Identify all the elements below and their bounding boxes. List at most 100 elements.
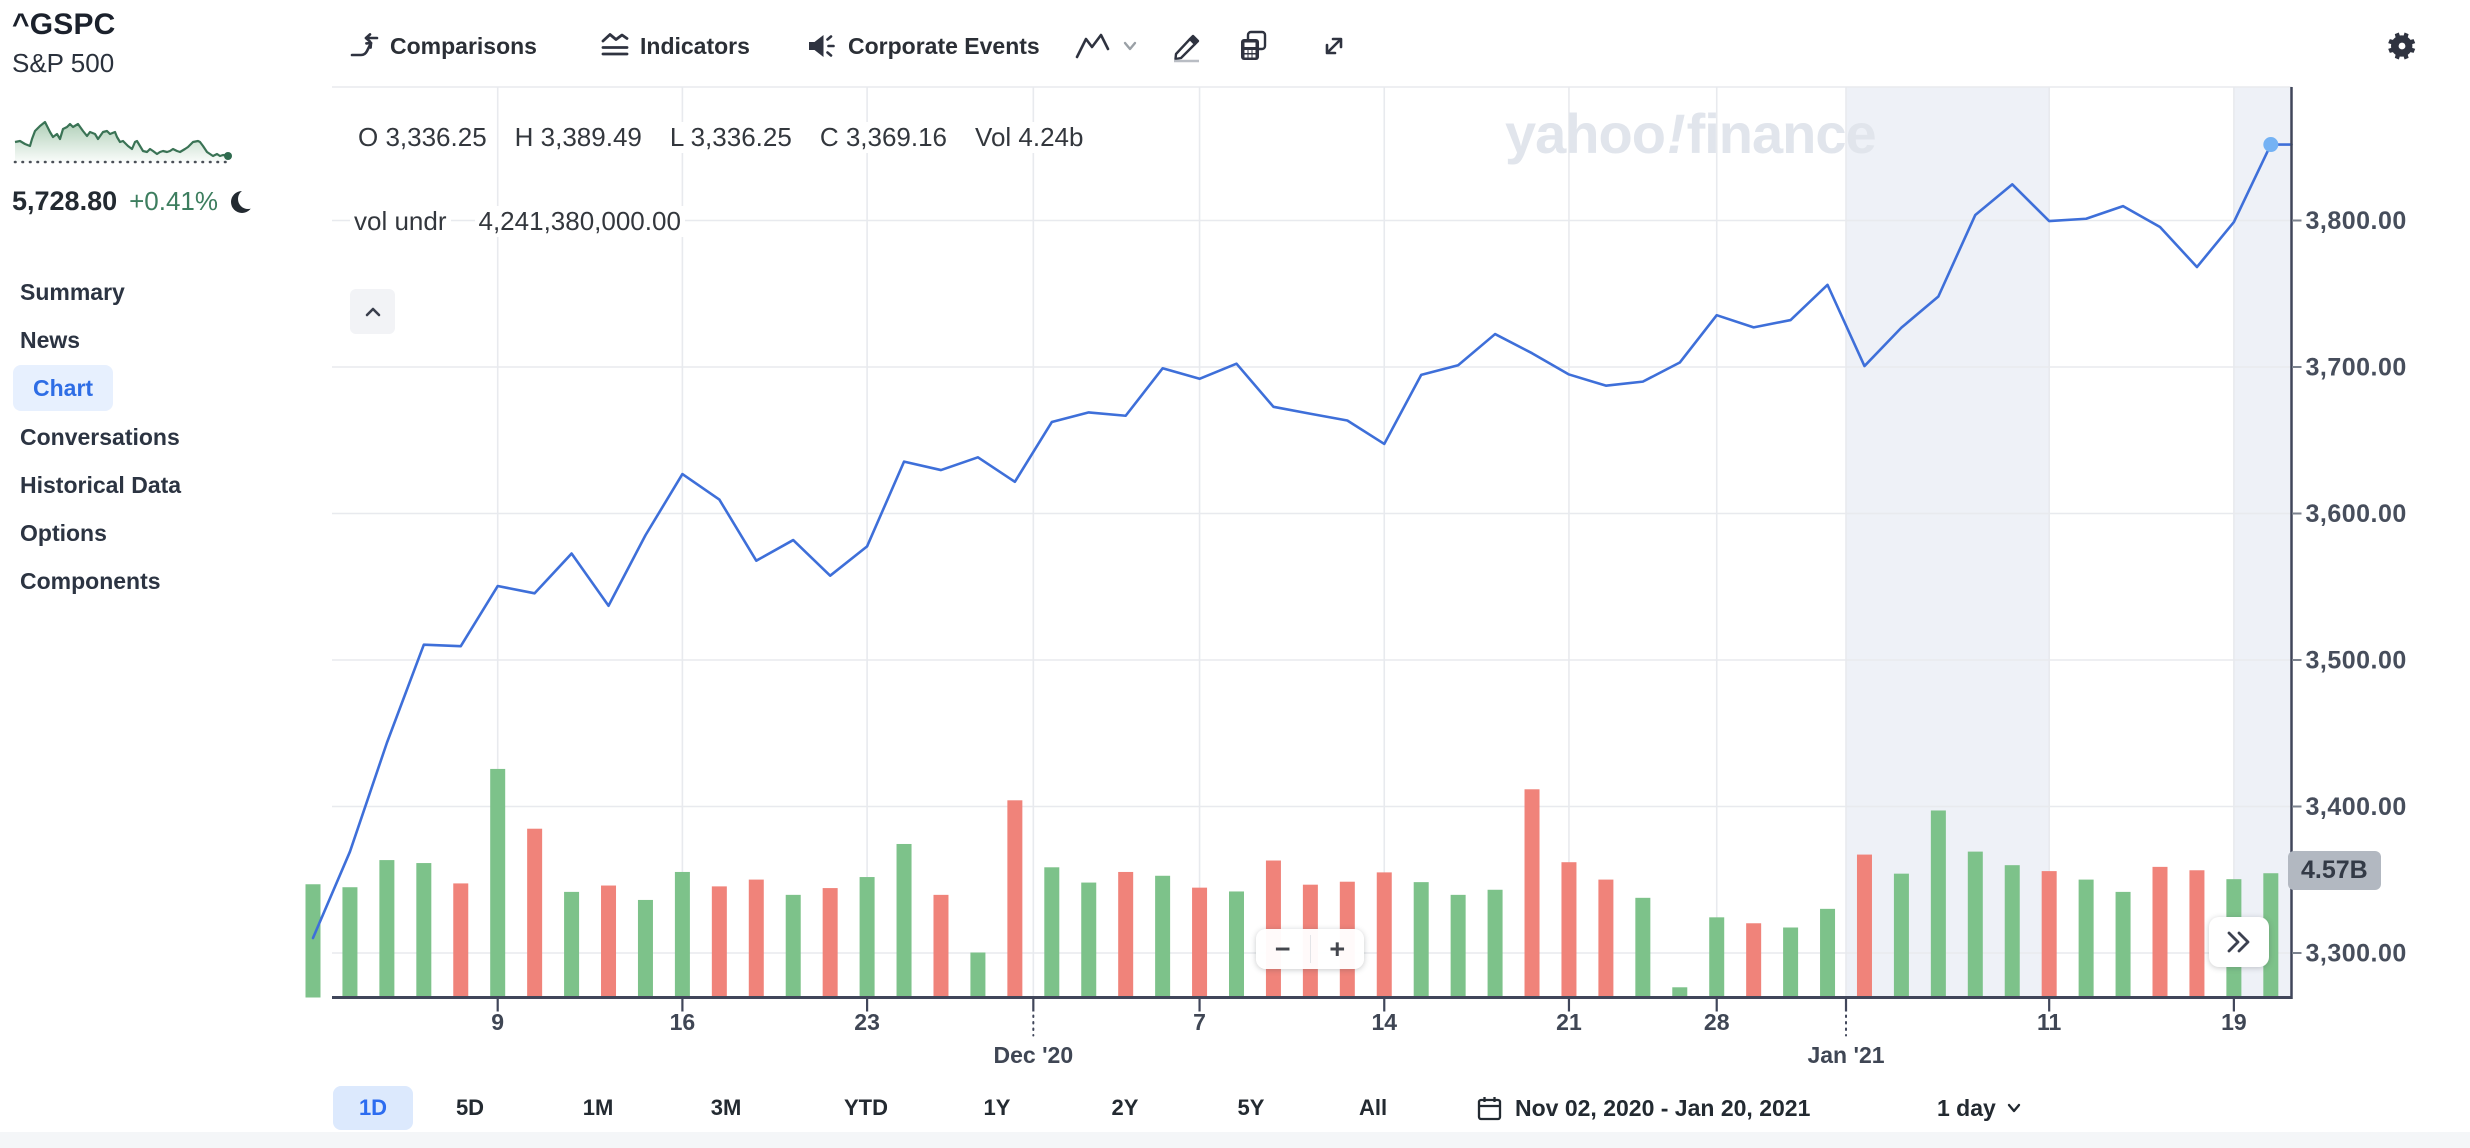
volume-bar[interactable] xyxy=(1893,873,1909,998)
range-button-2y[interactable]: 2Y xyxy=(1111,1095,1139,1120)
price-line[interactable] xyxy=(311,143,2293,940)
range-button-ytd[interactable]: YTD xyxy=(844,1095,888,1120)
chart-type-dropdown[interactable] xyxy=(1074,20,1138,72)
volume-bar[interactable] xyxy=(785,894,801,998)
highlight-band xyxy=(1846,87,2050,998)
zoom-divider xyxy=(1309,935,1311,963)
volume-bar[interactable] xyxy=(1930,810,1946,998)
zoom-out-button[interactable]: − xyxy=(1274,933,1291,964)
volume-bar[interactable] xyxy=(1635,897,1651,998)
volume-bar[interactable] xyxy=(2115,891,2131,998)
y-tick-label: 3,800.00 xyxy=(2306,207,2407,235)
volume-bar[interactable] xyxy=(2004,865,2020,998)
volume-bar[interactable] xyxy=(1820,908,1836,998)
volume-bar[interactable] xyxy=(637,899,653,998)
y-tick-label: 3,700.00 xyxy=(2306,354,2407,382)
volume-bar[interactable] xyxy=(1709,917,1725,998)
volume-bar[interactable] xyxy=(564,891,580,998)
symbol-name: S&P 500 xyxy=(12,48,115,78)
sidebar-item-chart[interactable]: Chart xyxy=(13,365,114,411)
volume-bar[interactable] xyxy=(342,887,358,998)
volume-bar[interactable] xyxy=(822,888,838,998)
volume-bar[interactable] xyxy=(1192,887,1208,998)
corporate-events-button[interactable]: Corporate Events xyxy=(806,20,1040,72)
volume-bar[interactable] xyxy=(527,828,543,998)
volume-bar[interactable] xyxy=(1598,879,1614,998)
calculator-icon xyxy=(1241,30,1267,60)
volume-bar[interactable] xyxy=(453,883,469,998)
volume-bar[interactable] xyxy=(674,871,690,998)
zoom-in-button[interactable]: + xyxy=(1329,933,1346,964)
collapse-panel-button[interactable] xyxy=(350,289,395,334)
volume-bar[interactable] xyxy=(1561,862,1577,998)
volume-bar[interactable] xyxy=(933,894,949,998)
volume-bar[interactable] xyxy=(2189,870,2205,998)
comparisons-button[interactable]: Comparisons xyxy=(348,20,537,72)
volume-underlay-readout: vol undr 4,241,380,000.00 xyxy=(350,206,685,237)
megaphone-icon xyxy=(809,35,835,57)
comparisons-label: Comparisons xyxy=(390,32,537,59)
settings-button[interactable] xyxy=(2384,20,2420,72)
volume-bar[interactable] xyxy=(379,860,395,998)
interval-dropdown[interactable]: 1 day xyxy=(1937,1086,2022,1130)
x-tick-label: 21 xyxy=(1556,1009,1582,1035)
volume-bar[interactable] xyxy=(490,768,506,998)
volume-bar[interactable] xyxy=(1672,987,1688,998)
date-range-picker[interactable]: Nov 02, 2020 - Jan 20, 2021 xyxy=(1476,1086,1810,1130)
volume-bar[interactable] xyxy=(859,877,875,998)
volume-bar[interactable] xyxy=(711,886,727,998)
pencil-icon xyxy=(1174,34,1200,63)
volume-bar[interactable] xyxy=(1155,875,1171,998)
volume-bar[interactable] xyxy=(416,863,432,998)
volume-bar[interactable] xyxy=(1413,882,1429,998)
sidebar-item-components[interactable]: Components xyxy=(20,567,161,594)
volume-bar[interactable] xyxy=(896,843,912,998)
volume-bar[interactable] xyxy=(1376,872,1392,998)
range-button-5d[interactable]: 5D xyxy=(455,1095,485,1120)
volume-bar[interactable] xyxy=(1487,889,1503,998)
sidebar-item-news[interactable]: News xyxy=(20,326,81,353)
scroll-forward-button[interactable] xyxy=(2209,917,2269,967)
volume-bar[interactable] xyxy=(1450,894,1466,998)
sidebar-item-historical-data[interactable]: Historical Data xyxy=(20,471,182,498)
volume-bar[interactable] xyxy=(601,885,617,998)
volume-bar[interactable] xyxy=(1856,854,1872,998)
volume-bar[interactable] xyxy=(1967,851,1983,998)
range-button-1y[interactable]: 1Y xyxy=(983,1095,1011,1120)
sidebar-item-options[interactable]: Options xyxy=(20,519,107,546)
price-row: 5,728.80 +0.41% xyxy=(12,186,259,217)
volume-bar[interactable] xyxy=(1229,891,1244,998)
range-button-1d[interactable]: 1D xyxy=(333,1086,413,1130)
volume-bar[interactable] xyxy=(1044,867,1060,998)
range-button-5y[interactable]: 5Y xyxy=(1237,1095,1265,1120)
volume-bar[interactable] xyxy=(1118,871,1134,998)
y-tick-label: 3,600.00 xyxy=(2306,500,2407,528)
calculator-button[interactable] xyxy=(1236,20,1272,72)
range-button-all[interactable]: All xyxy=(1358,1095,1388,1120)
range-button-3m[interactable]: 3M xyxy=(710,1095,742,1120)
sidebar-item-conversations[interactable]: Conversations xyxy=(20,423,180,450)
range-button-1m[interactable]: 1M xyxy=(582,1095,614,1120)
mini-sparkline-chart xyxy=(13,120,232,164)
y-tick-label: 3,300.00 xyxy=(2306,940,2407,968)
volume-bar[interactable] xyxy=(748,879,764,998)
volume-bar[interactable] xyxy=(1783,927,1799,998)
volume-bar[interactable] xyxy=(2041,871,2057,998)
volume-bar[interactable] xyxy=(1081,882,1097,998)
x-tick-label: 7 xyxy=(1193,1009,1206,1035)
volume-bar[interactable] xyxy=(1524,789,1540,998)
yahoo-finance-watermark: yahoo!finance xyxy=(1505,101,1877,166)
volume-bar[interactable] xyxy=(2152,866,2168,998)
volume-bar[interactable] xyxy=(1007,800,1023,998)
volume-bar[interactable] xyxy=(2263,873,2279,998)
sidebar-item-summary[interactable]: Summary xyxy=(20,278,125,305)
comparisons-icon xyxy=(350,33,379,57)
draw-tool-button[interactable] xyxy=(1168,20,1204,72)
indicators-button[interactable]: Indicators xyxy=(600,20,750,72)
volume-bar[interactable] xyxy=(2078,879,2094,998)
fullscreen-button[interactable] xyxy=(1318,20,1350,72)
volume-bar[interactable] xyxy=(305,884,321,998)
volume-bar[interactable] xyxy=(970,952,986,998)
volume-bar[interactable] xyxy=(1746,923,1762,998)
